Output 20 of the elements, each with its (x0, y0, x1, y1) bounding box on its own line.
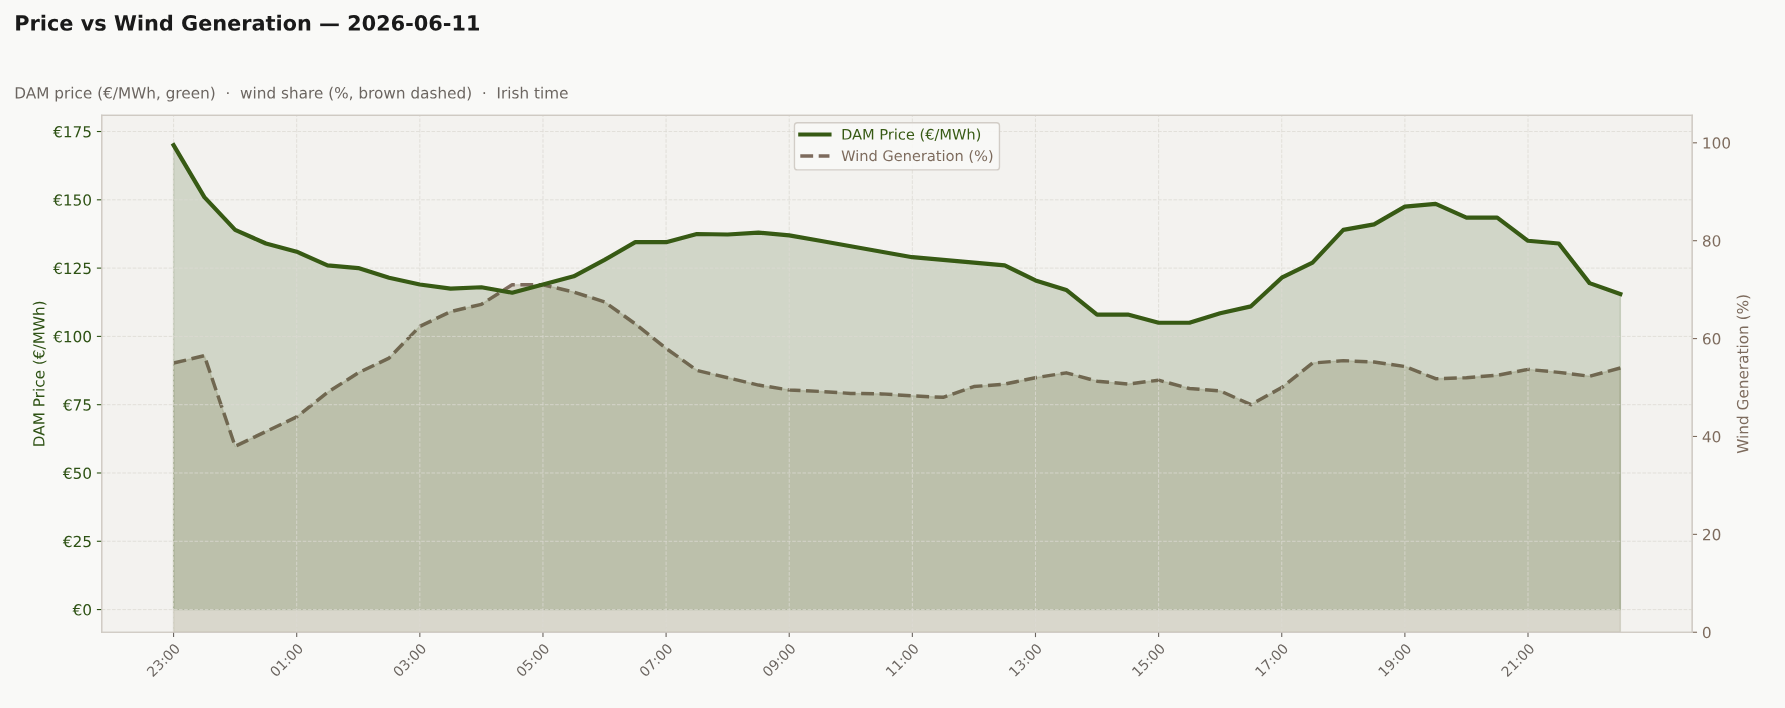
y-tick-label: €50 (62, 467, 92, 480)
legend-label: DAM Price (€/MWh) (842, 128, 981, 142)
y-tick-label: €100 (53, 330, 92, 343)
y-axis-title: DAM Price (€/MWh) (32, 301, 47, 446)
y2-tick-label: 100 (1703, 137, 1731, 149)
chart-subtitle: DAM price (€/MWh, green) · wind share (%, brown dashed) · Irish time (15, 86, 568, 102)
y2-tick-label: 20 (1703, 528, 1721, 541)
y2-tick-label: 0 (1702, 626, 1711, 639)
y-tick-label: €125 (53, 262, 91, 275)
y-tick-label: €150 (53, 194, 92, 206)
y-tick-label: €75 (62, 399, 91, 411)
chart-title: Price vs Wind Generation — 2026-06-11 (16, 14, 479, 31)
y-tick-label: €0 (72, 604, 92, 616)
y-tick-label: €25 (62, 535, 91, 548)
y2-tick-label: 40 (1702, 430, 1721, 443)
y2-axis-title: Wind Generation (%) (1736, 295, 1751, 454)
legend-label: Wind Generation (%) (841, 149, 993, 163)
y-tick-label: €175 (53, 125, 91, 138)
y2-tick-label: 60 (1702, 333, 1721, 345)
y2-tick-label: 80 (1702, 235, 1721, 247)
